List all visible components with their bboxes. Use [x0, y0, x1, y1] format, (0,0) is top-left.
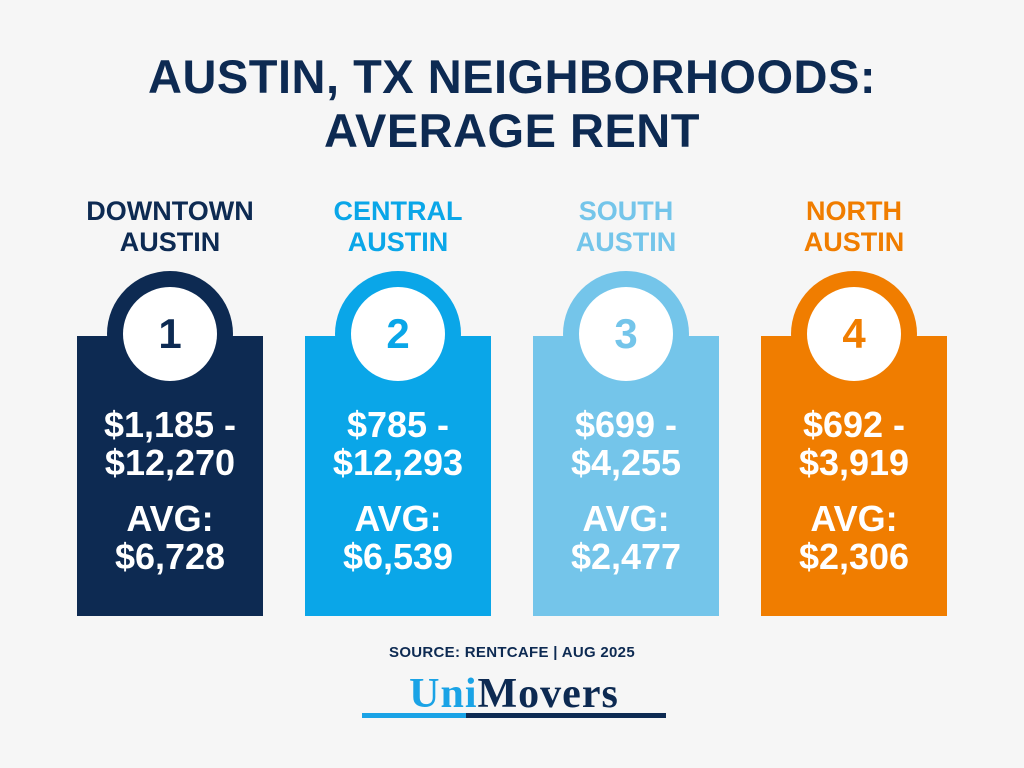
average-label: AVG:: [126, 498, 214, 539]
rent-range-low: $785 -: [346, 404, 450, 445]
title-line-1: AUSTIN, TX NEIGHBORHOODS:: [148, 50, 876, 103]
rent-card-north: [761, 336, 947, 616]
neighborhood-name-line-1: DOWNTOWN: [86, 196, 254, 226]
average-value: $2,477: [570, 536, 682, 577]
neighborhood-name-line-2: AUSTIN: [575, 227, 677, 257]
logo-part-uni: Uni: [409, 671, 478, 717]
neighborhood-name-line-1: NORTH: [806, 196, 902, 226]
rent-range: $1,185 - $12,270: [77, 406, 263, 482]
logo-underline-light: [362, 713, 466, 718]
average-label: AVG:: [354, 498, 442, 539]
average-rent: AVG: $2,477: [533, 500, 719, 576]
rent-range-low: $692 -: [802, 404, 906, 445]
neighborhood-name-south: SOUTH AUSTIN: [506, 196, 746, 258]
neighborhood-name-line-2: AUSTIN: [803, 227, 905, 257]
average-rent: AVG: $6,728: [77, 500, 263, 576]
average-label: AVG:: [582, 498, 670, 539]
rent-range-high: $3,919: [798, 442, 910, 483]
neighborhood-name-downtown: DOWNTOWN AUSTIN: [50, 196, 290, 258]
rent-range-low: $1,185 -: [103, 404, 237, 445]
title-line-2: AVERAGE RENT: [324, 104, 700, 157]
rank-badge: 4: [807, 287, 901, 381]
rent-range: $785 - $12,293: [305, 406, 491, 482]
rent-card-south: [533, 336, 719, 616]
rent-card-downtown: [77, 336, 263, 616]
rent-range-low: $699 -: [574, 404, 678, 445]
rent-range: $692 - $3,919: [761, 406, 947, 482]
rent-range: $699 - $4,255: [533, 406, 719, 482]
average-rent: AVG: $6,539: [305, 500, 491, 576]
logo-underline: [362, 713, 666, 718]
average-label: AVG:: [810, 498, 898, 539]
rank-badge: 2: [351, 287, 445, 381]
unimovers-logo: UniMovers: [362, 670, 666, 722]
average-value: $6,539: [342, 536, 454, 577]
rank-badge: 3: [579, 287, 673, 381]
average-value: $2,306: [798, 536, 910, 577]
source-note: SOURCE: RENTCAFE | AUG 2025: [389, 644, 635, 661]
average-value: $6,728: [114, 536, 226, 577]
neighborhood-name-line-1: CENTRAL: [333, 196, 463, 226]
neighborhood-name-line-1: SOUTH: [578, 196, 674, 226]
rank-badge: 1: [123, 287, 217, 381]
neighborhood-name-line-2: AUSTIN: [119, 227, 221, 257]
rent-card-central: [305, 336, 491, 616]
page-title: AUSTIN, TX NEIGHBORHOODS: AVERAGE RENT: [0, 50, 1024, 158]
logo-part-movers: Movers: [477, 671, 619, 717]
rent-range-high: $12,270: [104, 442, 236, 483]
average-rent: AVG: $2,306: [761, 500, 947, 576]
logo-underline-dark: [466, 713, 666, 718]
neighborhood-name-line-2: AUSTIN: [347, 227, 449, 257]
neighborhood-name-central: CENTRAL AUSTIN: [278, 196, 518, 258]
rent-range-high: $12,293: [332, 442, 464, 483]
rent-range-high: $4,255: [570, 442, 682, 483]
neighborhood-name-north: NORTH AUSTIN: [734, 196, 974, 258]
